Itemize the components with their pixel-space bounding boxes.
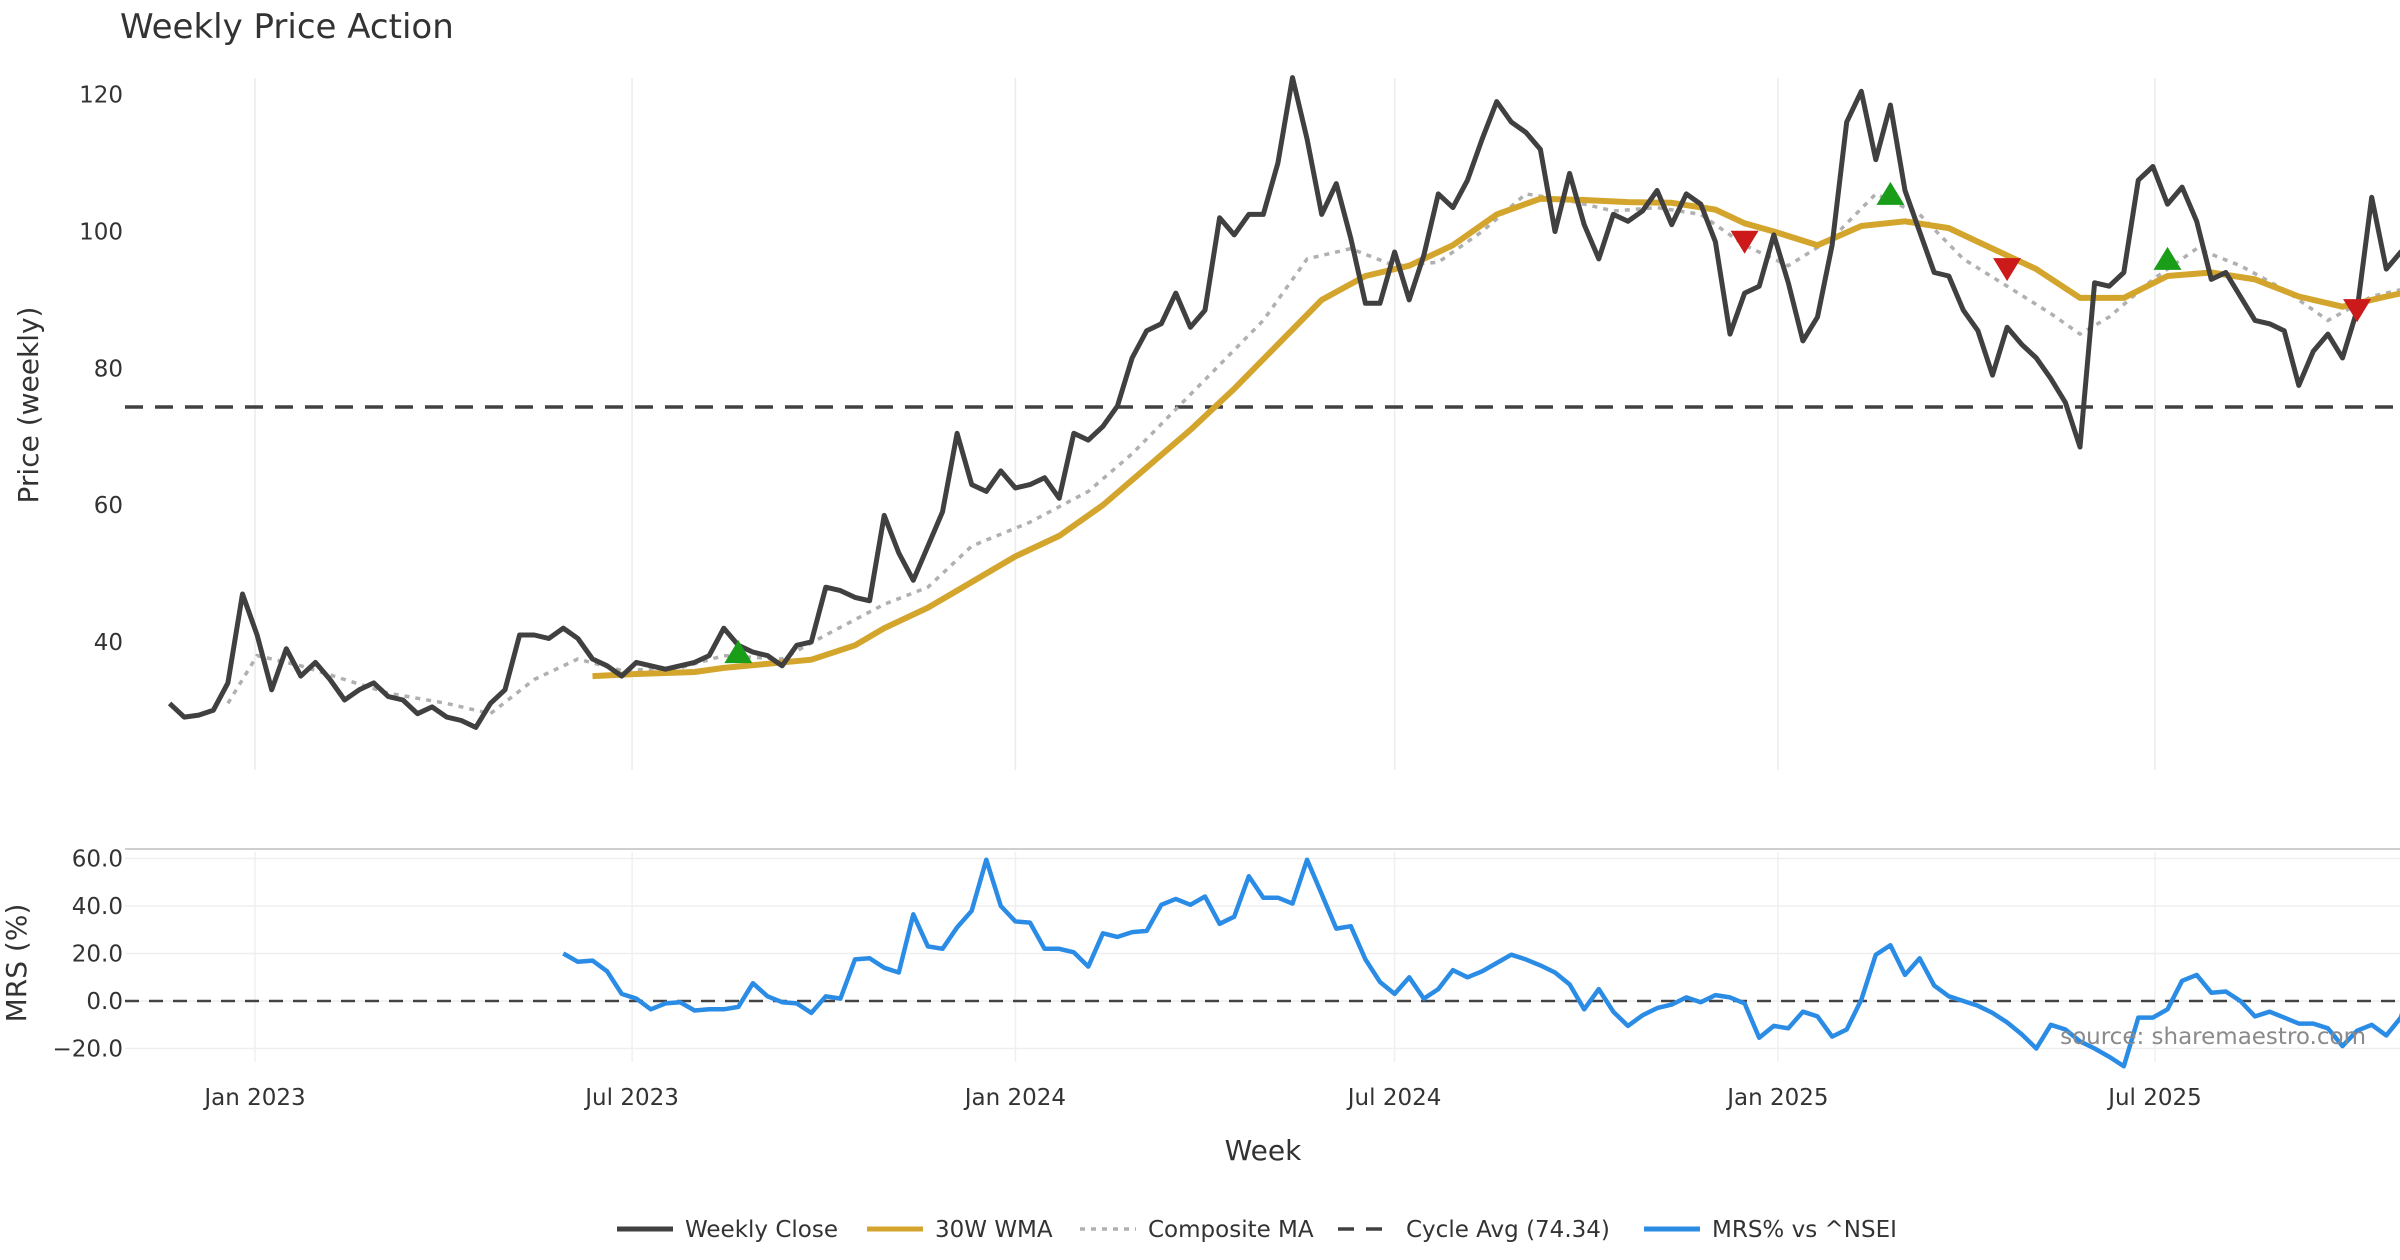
wma-30w-line bbox=[592, 195, 2400, 680]
buy-signal-marker bbox=[1876, 181, 1905, 205]
x-tick-label: Jul 2025 bbox=[2106, 1085, 2202, 1111]
buy-signal-marker bbox=[2153, 246, 2182, 270]
legend-label: Composite MA bbox=[1148, 1217, 1314, 1243]
price-y-ticks: 40 60 80 100 120 bbox=[79, 83, 123, 656]
x-axis-ticks: Jan 2023 Jul 2023 Jan 2024 Jul 2024 Jan 2025… bbox=[202, 1085, 2201, 1111]
weekly-close-line bbox=[167, 75, 2400, 730]
mrs-y-tick-label: 60.0 bbox=[72, 847, 123, 873]
price-y-tick-label: 80 bbox=[94, 356, 123, 382]
mrs-y-tick-label: −20.0 bbox=[53, 1037, 123, 1063]
legend: Weekly Close 30W WMA Composite MA Cycle Avg… bbox=[617, 1217, 1897, 1243]
chart-title: Weekly Price Action bbox=[120, 7, 454, 47]
mrs-line bbox=[562, 857, 2400, 1069]
mrs-y-tick-label: 40.0 bbox=[72, 894, 123, 920]
mrs-panel: 60.0 40.0 20.0 0.0 −20.0 bbox=[53, 847, 2400, 1069]
x-tick-label: Jul 2024 bbox=[1346, 1085, 1442, 1111]
mrs-y-tick-label: 0.0 bbox=[86, 989, 123, 1015]
price-y-tick-label: 120 bbox=[79, 83, 123, 109]
price-y-axis-label: Price (weekly) bbox=[12, 307, 45, 504]
legend-label: 30W WMA bbox=[935, 1217, 1053, 1243]
price-y-tick-label: 60 bbox=[94, 493, 123, 519]
sell-signal-marker bbox=[1730, 230, 1759, 254]
legend-label: Cycle Avg (74.34) bbox=[1406, 1217, 1610, 1243]
price-panel: 40 60 80 100 120 bbox=[79, 75, 2400, 770]
x-tick-label: Jan 2024 bbox=[963, 1085, 1066, 1111]
x-axis-label: Week bbox=[1225, 1134, 1302, 1167]
price-y-tick-label: 100 bbox=[79, 220, 123, 246]
price-gridlines bbox=[254, 78, 2156, 770]
buy-signal-marker bbox=[724, 640, 753, 664]
mrs-y-ticks: 60.0 40.0 20.0 0.0 −20.0 bbox=[53, 847, 123, 1063]
composite-ma-line bbox=[226, 191, 2400, 716]
legend-label: Weekly Close bbox=[685, 1217, 838, 1243]
x-tick-label: Jan 2025 bbox=[1725, 1085, 1828, 1111]
mrs-y-axis-label: MRS (%) bbox=[0, 904, 33, 1023]
x-tick-label: Jul 2023 bbox=[583, 1085, 679, 1111]
mrs-gridlines bbox=[125, 852, 2400, 1062]
sell-signal-marker bbox=[1993, 258, 2022, 282]
mrs-y-tick-label: 20.0 bbox=[72, 942, 123, 968]
signal-markers bbox=[724, 181, 2372, 664]
price-y-tick-label: 40 bbox=[94, 630, 123, 656]
legend-label: MRS% vs ^NSEI bbox=[1712, 1217, 1897, 1243]
x-tick-label: Jan 2023 bbox=[202, 1085, 305, 1111]
source-text: source: sharemaestro.com bbox=[2060, 1024, 2366, 1050]
sell-signal-marker bbox=[2343, 299, 2372, 323]
